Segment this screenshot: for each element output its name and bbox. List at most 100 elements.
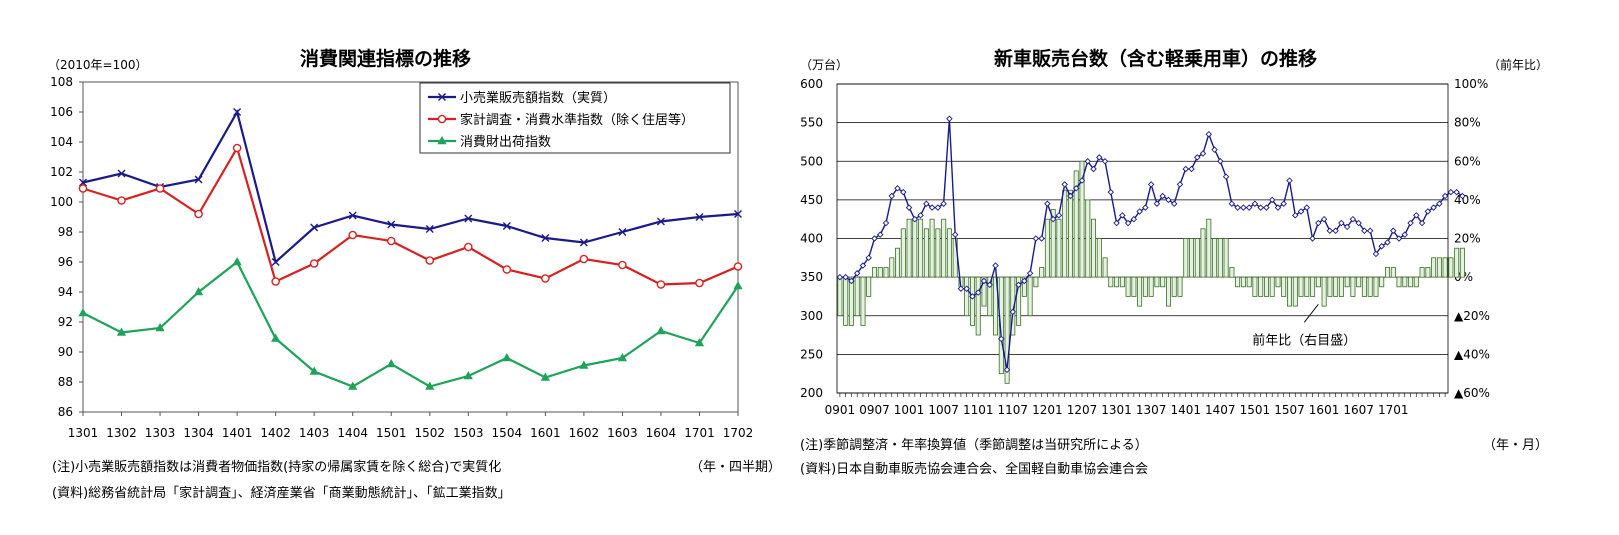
- left-x-tick-label: 1303: [145, 426, 176, 440]
- right-annotation: 前年比（右目盛）: [1252, 332, 1356, 348]
- right-x-tick-label: 1507: [1274, 403, 1305, 417]
- right-series-point: [1280, 200, 1287, 207]
- left-x-tick-label: 1301: [68, 426, 99, 440]
- right-bar: [912, 218, 918, 278]
- right-bar: [1310, 276, 1316, 297]
- left-series-point: [310, 223, 319, 232]
- right-bar: [1125, 276, 1131, 297]
- right-bar-series: [837, 160, 1465, 384]
- right-bar: [1246, 276, 1252, 288]
- right-x-tick-label: 1701: [1378, 403, 1409, 417]
- right-x-tick-label: 1407: [1205, 403, 1236, 417]
- right-series-point: [1418, 219, 1426, 227]
- right-bar: [1459, 247, 1465, 278]
- left-series-point: [695, 278, 704, 288]
- right-x-tick-label: 1107: [998, 403, 1029, 417]
- right-series-point: [1234, 204, 1241, 211]
- left-chart-note: (注)小売業販売額指数は消費者物価指数(持家の帰属家賃を除く総合)で実質化: [52, 460, 502, 475]
- right-series-point: [1292, 212, 1299, 219]
- left-x-tick-label: 1701: [684, 426, 715, 440]
- left-series-point: [233, 108, 242, 116]
- right-y-tick-label: 600: [800, 77, 823, 91]
- right-bar: [1131, 276, 1137, 297]
- right-series-point: [1194, 154, 1201, 161]
- left-series-point: [540, 372, 550, 381]
- right-series-point: [1199, 150, 1207, 157]
- right-series-point: [1251, 200, 1259, 207]
- left-series-point: [579, 254, 589, 264]
- left-x-tick-label: 1404: [337, 426, 368, 440]
- left-chart-source: (資料)総務省統計局「家計調査」、経済産業省「商業動態統計」、「鉱工業指数」: [52, 486, 511, 501]
- right-series-point: [1211, 146, 1218, 153]
- right-series-point: [1268, 196, 1276, 204]
- right-bar: [1033, 276, 1039, 288]
- right-series-point: [1366, 227, 1374, 235]
- right-chart-unit-left: （万台）: [800, 58, 849, 72]
- right-y2-tick-label: 80%: [1454, 116, 1481, 130]
- right-series-point: [853, 270, 861, 277]
- right-bar: [1154, 276, 1160, 288]
- right-bar: [1385, 267, 1391, 278]
- left-legend-marker: [437, 114, 447, 124]
- right-bar: [929, 218, 935, 278]
- right-bar: [946, 228, 952, 278]
- left-y-tick-label: 92: [58, 315, 73, 329]
- left-x-tick-label: 1403: [299, 426, 330, 440]
- right-series-point: [1170, 200, 1178, 207]
- left-series-line: [82, 145, 739, 286]
- right-series-point: [1067, 192, 1074, 200]
- left-legend-label: 家計調査・消費水準指数（除く住居等）: [460, 112, 694, 128]
- right-bar: [1292, 276, 1298, 307]
- right-series-point: [1003, 366, 1011, 374]
- left-x-tick-label: 1702: [723, 426, 754, 440]
- right-chart-unit-right: （前年比）: [1488, 58, 1549, 72]
- left-series-point: [155, 184, 165, 193]
- right-series-point: [1436, 200, 1443, 207]
- right-series-point: [1044, 200, 1051, 207]
- right-bar: [1350, 276, 1356, 297]
- left-series-point: [271, 277, 280, 286]
- right-bar: [1165, 276, 1171, 307]
- right-series-point: [1061, 181, 1068, 188]
- right-chart-period-label: （年・月）: [1483, 438, 1549, 453]
- right-bar: [1119, 276, 1125, 288]
- right-series-point: [871, 235, 878, 242]
- right-series-point: [1430, 204, 1437, 211]
- left-series-point: [733, 262, 743, 271]
- left-series-line: [82, 109, 739, 265]
- right-bar: [1206, 218, 1212, 278]
- right-bar: [843, 276, 849, 326]
- right-y2-tick-label: 100%: [1454, 77, 1488, 91]
- left-plot-frame: [82, 81, 739, 413]
- right-series-point: [1078, 177, 1086, 184]
- right-bar: [1240, 276, 1246, 288]
- left-series-point: [79, 178, 87, 187]
- right-bar: [941, 218, 947, 278]
- right-series-point: [1263, 204, 1270, 211]
- left-x-tick-label: 1401: [222, 426, 253, 440]
- right-bar: [1263, 276, 1269, 297]
- left-series-point: [232, 257, 242, 266]
- right-series-point: [1142, 204, 1149, 211]
- left-y-tick-label: 100: [50, 195, 73, 209]
- right-bar: [1235, 276, 1241, 288]
- right-series-point: [1147, 181, 1155, 188]
- left-x-tick-label: 1603: [607, 426, 638, 440]
- right-bar: [1090, 218, 1096, 278]
- left-y-tick-label: 98: [58, 225, 73, 239]
- left-series-point: [734, 210, 742, 218]
- right-series-point: [986, 281, 993, 289]
- right-bar: [1425, 267, 1431, 278]
- right-series-point: [842, 273, 849, 281]
- left-chart-panel: 消費関連指標の推移 （2010年=100） 86 88 90 92 94 96 98 100 1…: [0, 0, 800, 535]
- left-y-tick-label: 106: [50, 105, 73, 119]
- left-x-tick-label: 1601: [530, 426, 561, 440]
- right-series-point: [946, 115, 953, 122]
- right-y-tick-label: 550: [800, 116, 823, 130]
- right-bar: [1333, 276, 1339, 297]
- right-x-tick-label: 1401: [1170, 403, 1201, 417]
- right-series-point: [1130, 215, 1138, 223]
- right-series-point: [1303, 204, 1311, 211]
- right-bar: [1016, 276, 1022, 326]
- right-bar: [1223, 238, 1229, 278]
